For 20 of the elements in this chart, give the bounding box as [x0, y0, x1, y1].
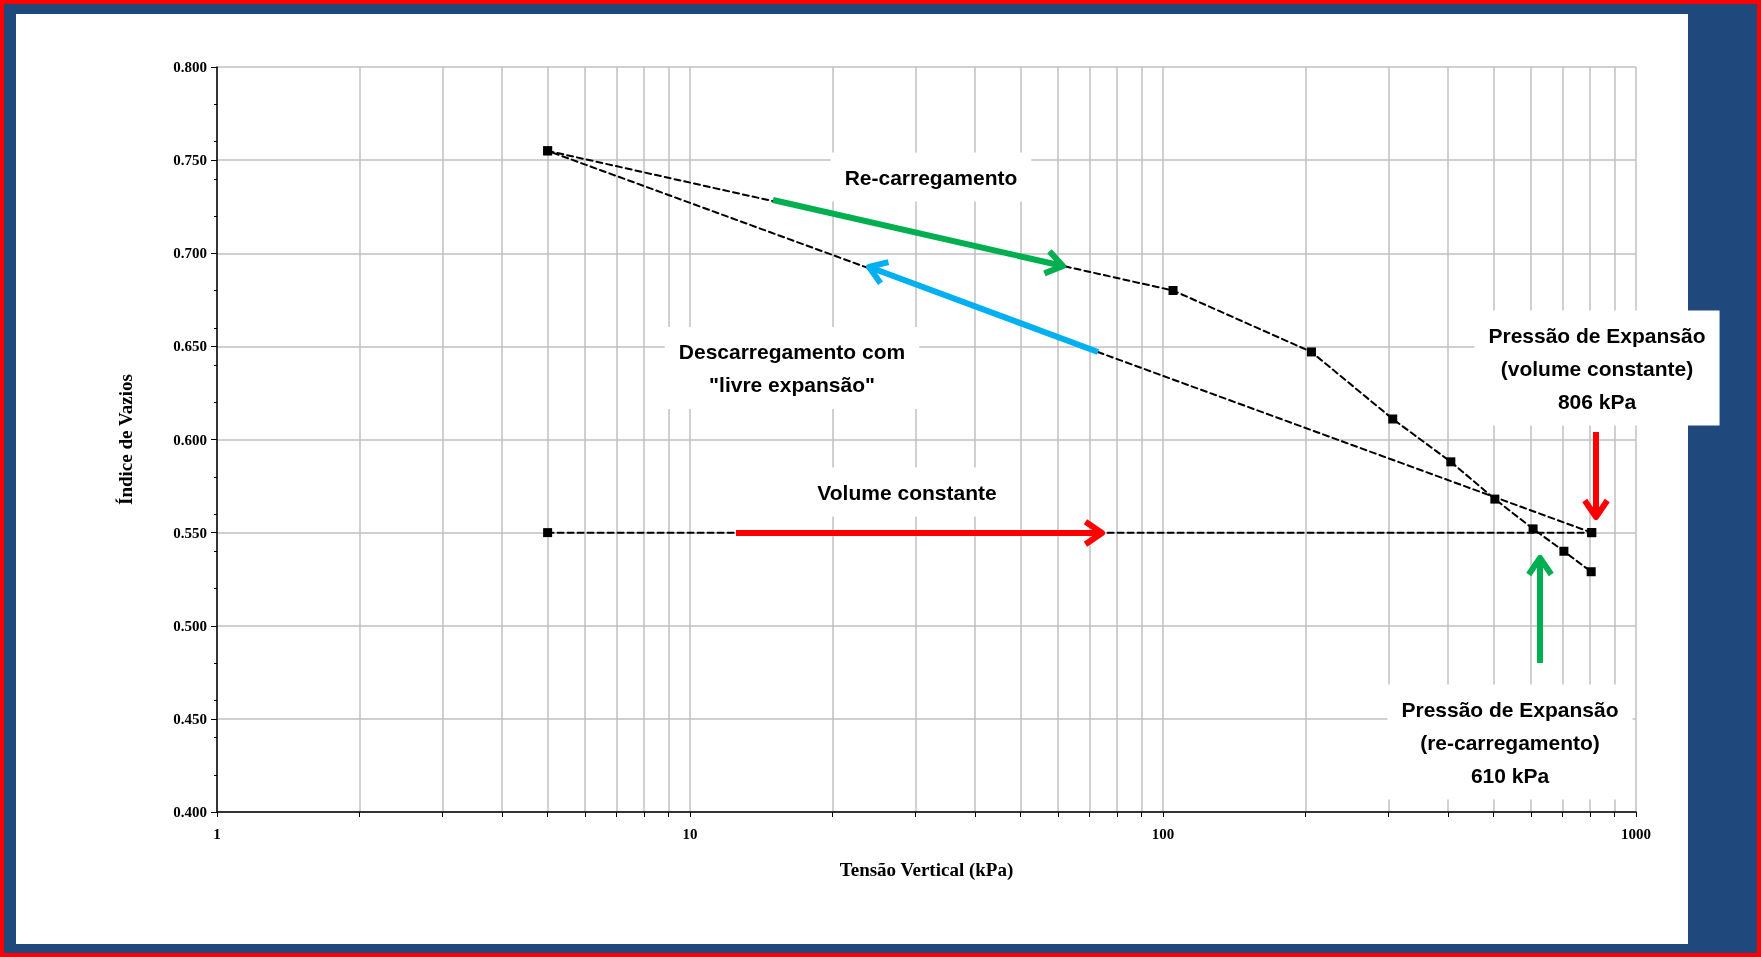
x-tick-label: 1000	[1621, 825, 1651, 842]
x-tick-label: 10	[682, 825, 698, 842]
annotation: Pressão de Expansão (volume constante) 806 kPa	[1488, 323, 1706, 413]
y-axis-title: Índice de Vazios	[115, 374, 136, 505]
y-tick-label: 0.400	[173, 804, 207, 820]
annotation: Descarregamento com "livre expansão"	[678, 340, 906, 396]
y-tick-label: 0.650	[173, 338, 207, 355]
x-tick-label: 100	[1151, 825, 1175, 842]
y-tick-label: 0.750	[173, 152, 207, 169]
annotation: Pressão de Expansão (re-carregamento) 610 kPa	[1401, 697, 1619, 787]
annotation: Volume constante	[817, 480, 997, 504]
y-tick-label: 0.700	[173, 245, 207, 262]
x-axis-title: Tensão Vertical (kPa)	[839, 859, 1014, 881]
y-tick-label: 0.500	[173, 617, 207, 634]
x-tick-label: 1	[213, 825, 221, 842]
y-tick-label: 0.450	[173, 710, 207, 727]
y-tick-label: 0.600	[173, 431, 207, 448]
annotation: Re-carregamento	[844, 165, 1018, 189]
y-tick-label: 0.550	[173, 524, 207, 541]
y-tick-label: 0.800	[173, 59, 207, 75]
